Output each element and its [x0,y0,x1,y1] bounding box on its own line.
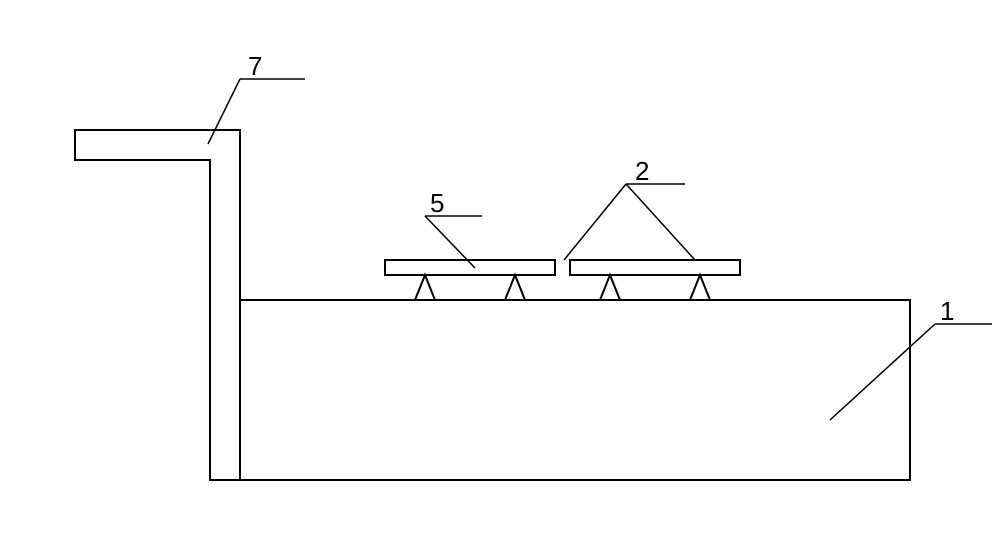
label-text: 1 [940,296,954,326]
support-cone [505,275,525,300]
label-text: 2 [635,156,649,186]
support-cone [690,275,710,300]
label-text: 7 [248,51,262,81]
label-5: 5 [425,188,482,268]
label-2: 2 [564,156,695,260]
support-cone [415,275,435,300]
label-text: 5 [430,188,444,218]
support-cone [600,275,620,300]
plate-right [570,260,740,275]
base-block [210,300,910,480]
l-bracket [75,130,240,480]
